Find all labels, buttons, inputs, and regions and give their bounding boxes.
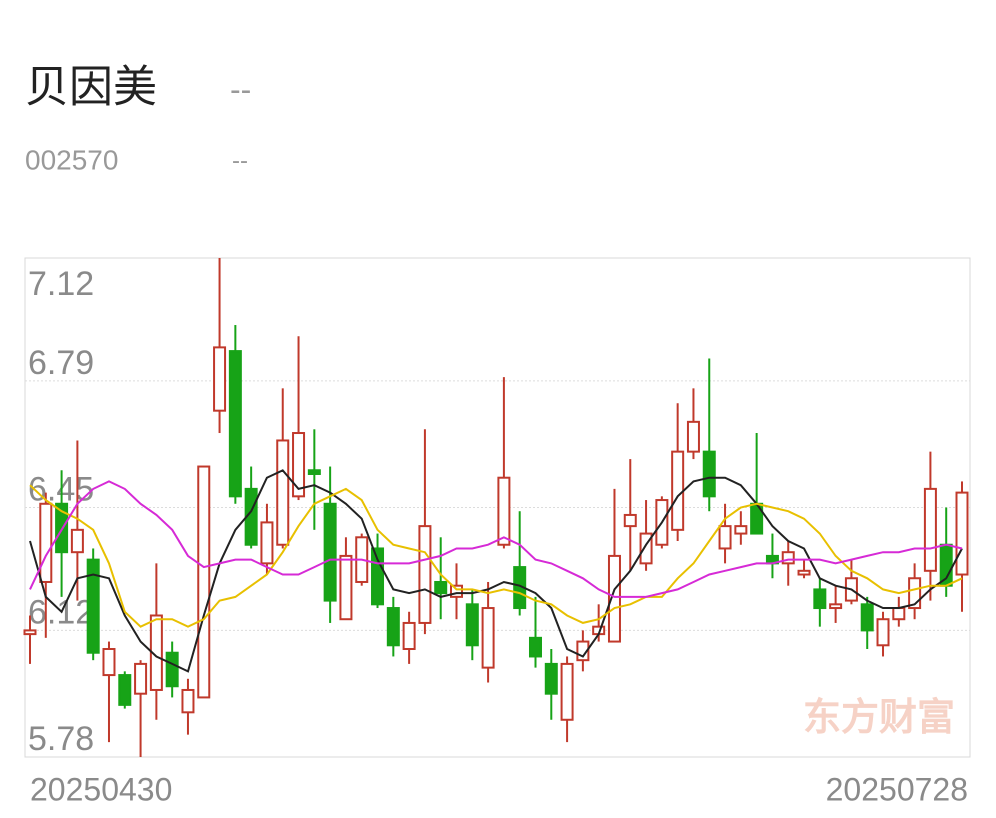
y-tick-label: 6.79 xyxy=(28,344,94,382)
candle-body xyxy=(955,491,969,576)
candle-body xyxy=(718,525,732,550)
ma-line xyxy=(29,469,963,673)
x-tick-label: 20250430 xyxy=(30,771,172,807)
candle-body xyxy=(576,640,590,662)
ma-line xyxy=(29,480,963,598)
candle-body xyxy=(134,662,148,695)
candle-body xyxy=(497,476,511,546)
x-tick-label: 20250728 xyxy=(826,771,968,807)
candle-body xyxy=(465,603,479,647)
candle-body xyxy=(307,469,321,475)
candle-body xyxy=(102,648,116,677)
candle-body xyxy=(292,432,306,498)
candle-body xyxy=(702,450,716,498)
candle-body xyxy=(118,674,132,706)
candle-body xyxy=(70,528,84,554)
candle-body xyxy=(686,420,700,453)
candle-body xyxy=(213,346,227,412)
candle-body xyxy=(813,588,827,610)
candle-body xyxy=(544,662,558,695)
stock-code: 002570 xyxy=(25,144,118,175)
candle-body xyxy=(339,554,353,621)
candle-body xyxy=(165,651,179,688)
candle-body xyxy=(323,502,337,602)
y-tick-label: 5.78 xyxy=(28,720,94,758)
stock-price: -- xyxy=(230,71,251,107)
candle-body xyxy=(371,547,385,606)
candle-body xyxy=(181,688,195,714)
candle-body xyxy=(149,614,163,691)
candle-body xyxy=(402,621,416,651)
ma-line xyxy=(29,484,963,628)
candle-body xyxy=(434,580,448,595)
candle-body xyxy=(39,502,53,583)
stock-name: 贝因美 xyxy=(25,63,157,112)
candle-body xyxy=(623,513,637,528)
candle-body xyxy=(260,521,274,565)
candle-body xyxy=(86,558,100,654)
candle-body xyxy=(228,350,242,498)
candle-body xyxy=(734,525,748,535)
candle-body xyxy=(860,603,874,632)
candle-body xyxy=(639,532,653,565)
candle-body xyxy=(939,543,953,587)
candle-body xyxy=(781,551,795,565)
candle-body xyxy=(908,577,922,610)
candle-body xyxy=(450,584,464,598)
candle-body xyxy=(23,629,37,636)
candle-body xyxy=(671,450,685,531)
candle-body xyxy=(197,465,211,699)
candle-body xyxy=(797,569,811,576)
candle-body xyxy=(528,636,542,658)
candle-body xyxy=(276,439,290,546)
y-tick-label: 7.12 xyxy=(28,265,94,303)
candle-body xyxy=(892,607,906,621)
candle-body xyxy=(829,603,843,610)
stock-change: -- xyxy=(232,147,248,174)
candle-body xyxy=(607,554,621,643)
candle-body xyxy=(876,618,890,647)
candle-body xyxy=(386,607,400,647)
candle-body xyxy=(418,525,432,624)
candle-body xyxy=(560,662,574,721)
candle-body xyxy=(481,607,495,669)
candle-body xyxy=(923,487,937,572)
watermark: 东方财富 xyxy=(803,696,955,739)
